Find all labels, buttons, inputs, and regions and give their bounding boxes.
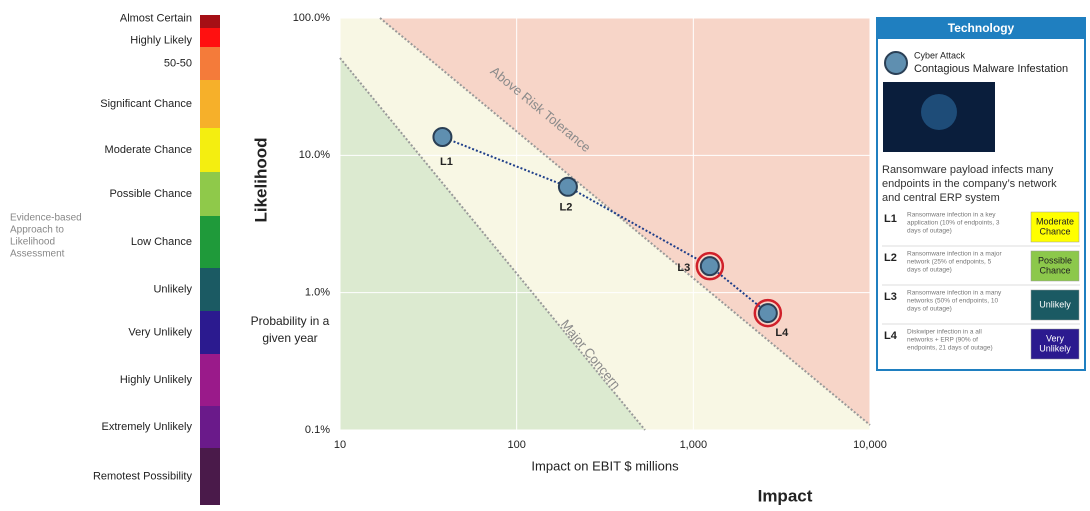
panel-header-text: Technology (948, 21, 1015, 35)
x-tick-label: 10,000 (853, 439, 887, 451)
scale-segment (200, 406, 220, 448)
row-text: networks (50% of endpoints, 10 (907, 298, 998, 305)
y-tick-label: 10.0% (299, 149, 330, 161)
scale-label: Highly Likely (130, 34, 192, 46)
marker (433, 128, 451, 146)
point-label: L3 (677, 262, 690, 274)
marker (759, 304, 777, 322)
scale-label: Moderate Chance (105, 144, 192, 156)
row-text: Diskwiper infection in a all (907, 329, 982, 336)
row-text: application (10% of endpoints, 3 (907, 220, 1000, 227)
scale-segment (200, 216, 220, 268)
panel-icon (885, 52, 907, 74)
scale-label: 50-50 (164, 57, 192, 69)
row-text: days of outage) (907, 228, 952, 235)
x-axis-label: Impact on EBIT $ millions (531, 458, 679, 473)
y-tick-label: 0.1% (305, 424, 330, 436)
marker (701, 257, 719, 275)
scale-label: Very Unlikely (128, 326, 192, 338)
y-axis-sublabel: Probability in a (251, 314, 330, 328)
scale-label: Remotest Possibility (93, 470, 193, 482)
point-label: L1 (440, 156, 453, 168)
panel-title: Contagious Malware Infestation (914, 63, 1068, 75)
scale-label: Unlikely (153, 283, 192, 295)
scale-label: Almost Certain (120, 12, 192, 24)
page: Almost Certain Highly Likely 50-50 Signific… (0, 0, 1090, 511)
scale-segment (200, 80, 220, 128)
panel-description: endpoints in the company’s network (882, 178, 1057, 190)
row-badge-text: Unlikely (1039, 343, 1071, 353)
marker (559, 178, 577, 196)
scale-segment (200, 47, 220, 80)
scale-segment (200, 268, 220, 311)
scale-note: Likelihood (10, 237, 55, 248)
row-level: L1 (884, 213, 897, 225)
panel-image-skull (921, 94, 957, 130)
y-axis-sublabel: given year (262, 331, 317, 345)
panel-description: Ransomware payload infects many (882, 164, 1054, 176)
row-text: networks + ERP (90% of (907, 337, 978, 344)
row-text: endpoints, 21 days of outage) (907, 345, 993, 352)
y-axis-title: Likelihood (251, 138, 270, 223)
x-tick-label: 100 (507, 439, 525, 451)
x-tick-label: 1,000 (680, 439, 708, 451)
scale-label: Possible Chance (109, 188, 192, 200)
scale-segment (200, 28, 220, 47)
row-level: L4 (884, 330, 898, 342)
scale-segment (200, 172, 220, 216)
row-badge-text: Unlikely (1039, 299, 1071, 309)
scale-segment (200, 354, 220, 406)
scale-label: Significant Chance (100, 98, 192, 110)
row-level: L3 (884, 291, 897, 303)
row-text: Ransomware infection in a many (907, 290, 1002, 297)
scale-segment (200, 311, 220, 354)
panel-category: Cyber Attack (914, 50, 966, 60)
scale-label: Highly Unlikely (120, 374, 193, 386)
panel-description: and central ERP system (882, 192, 1000, 204)
y-tick-label: 1.0% (305, 287, 330, 299)
scale-segment (200, 15, 220, 28)
scale-label: Low Chance (131, 236, 192, 248)
row-level: L2 (884, 252, 897, 264)
scale-label: Extremely Unlikely (102, 421, 193, 433)
row-badge-text: Very (1046, 333, 1065, 343)
scale-note: Evidence-based (10, 213, 82, 224)
row-badge-text: Chance (1039, 226, 1070, 236)
x-axis-title: Impact (758, 486, 813, 505)
row-text: Ransomware infection in a major (907, 251, 1002, 258)
point-label: L4 (775, 327, 789, 339)
row-text: days of outage) (907, 267, 952, 274)
scale-segment (200, 128, 220, 172)
row-text: days of outage) (907, 306, 952, 313)
scale-note: Assessment (10, 249, 65, 260)
x-tick-label: 10 (334, 439, 346, 451)
row-text: Ransomware infection in a key (907, 212, 996, 219)
scale-note: Approach to (10, 225, 64, 236)
row-badge-text: Moderate (1036, 216, 1074, 226)
scale-segment (200, 448, 220, 505)
row-badge-text: Chance (1039, 265, 1070, 275)
row-badge-text: Possible (1038, 255, 1072, 265)
y-tick-label: 100.0% (293, 12, 331, 24)
point-label: L2 (559, 202, 572, 214)
row-text: network (25% of endpoints, 5 (907, 259, 992, 266)
